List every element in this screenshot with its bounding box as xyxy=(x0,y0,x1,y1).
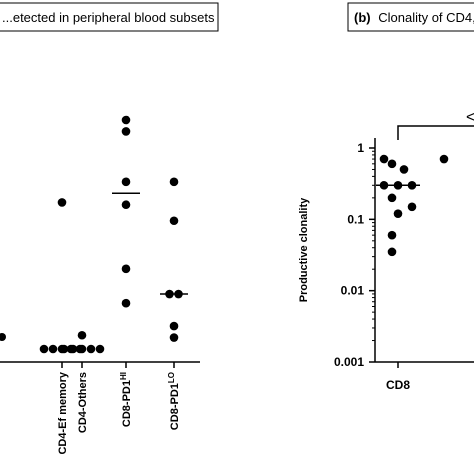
panel-b-category-label: CD8 xyxy=(386,378,410,392)
panel-a-partial-point xyxy=(0,333,6,341)
panel-a-points xyxy=(0,115,188,354)
panel-a-data-point xyxy=(121,127,131,136)
panel-b-y-ticks: 0.001 0.01 0.1 1 xyxy=(334,141,399,369)
panel-a-data-point xyxy=(95,344,105,354)
panel-b-data-point xyxy=(387,247,397,257)
panel-a-data-point xyxy=(48,344,58,354)
panel-a-title: ...etected in peripheral blood subsets xyxy=(2,10,215,25)
panel-b-data-point xyxy=(387,193,397,203)
panel-a-data-point xyxy=(77,344,87,354)
panel-b-data-point xyxy=(439,154,449,164)
panel-b-data-point xyxy=(393,209,403,218)
panel-a-category-labels: CD4-Ef memory CD4-Others CD8-PD1HI CD8-PD1L… xyxy=(57,371,181,454)
panel-b-data-point xyxy=(399,165,409,174)
panel-a-x-ticks xyxy=(61,362,175,368)
panel-b-data-point xyxy=(387,159,397,169)
panel-a-data-point xyxy=(121,200,131,210)
panel-b-y-tick-label: 0.01 xyxy=(341,284,365,298)
panel-a-category-label: CD8-PD1HI xyxy=(119,372,134,427)
panel-a-title-box: ...etected in peripheral blood subsets xyxy=(0,2,219,32)
panel-a-data-point xyxy=(121,264,131,274)
panel-a-category-label: CD4-Ef memory xyxy=(57,371,69,454)
panel-b-y-tick-label: 0.001 xyxy=(334,355,364,369)
panel-a-data-point xyxy=(169,177,179,187)
panel-a-category-label: CD8-PD1LO xyxy=(167,372,182,430)
panel-b-bracket-line xyxy=(397,125,474,140)
svg-text:(b) Clonality of CD4, C: (b) Clonality of CD4, C xyxy=(354,10,474,25)
panel-b-y-tick-label: 0.1 xyxy=(347,212,364,226)
panel-b-data-point xyxy=(407,202,417,212)
panel-a-data-point xyxy=(77,330,87,340)
panel-a-category-label: CD4-Others xyxy=(77,372,89,433)
panel-a-data-point xyxy=(39,344,49,354)
panel-a-data-point xyxy=(169,216,179,226)
panel-b-title-box: (b) Clonality of CD4, C xyxy=(347,2,474,32)
panel-b-significance-bracket: < xyxy=(397,109,474,140)
panel-a-data-point xyxy=(121,298,131,308)
panel-a-data-point xyxy=(169,321,179,331)
panel-a-data-point xyxy=(59,344,69,354)
panel-a-data-point xyxy=(121,177,131,187)
panel-b-points xyxy=(376,154,449,257)
panel-b-y-tick-label: 1 xyxy=(357,141,364,155)
panel-a-data-point xyxy=(86,344,96,354)
panel-b-title: Clonality of CD4, C xyxy=(378,10,474,25)
panel-b-label: (b) xyxy=(354,10,371,25)
panel-a-data-point xyxy=(68,344,78,354)
panel-a-data-point xyxy=(121,115,131,125)
panel-b-y-label: Productive clonality xyxy=(298,197,310,302)
panel-b-significance-mark: < xyxy=(466,109,474,126)
panel-a-data-point xyxy=(57,198,67,207)
panel-b-data-point xyxy=(379,154,389,164)
panel-b-data-point xyxy=(387,230,397,240)
panel-a-data-point xyxy=(169,333,179,342)
